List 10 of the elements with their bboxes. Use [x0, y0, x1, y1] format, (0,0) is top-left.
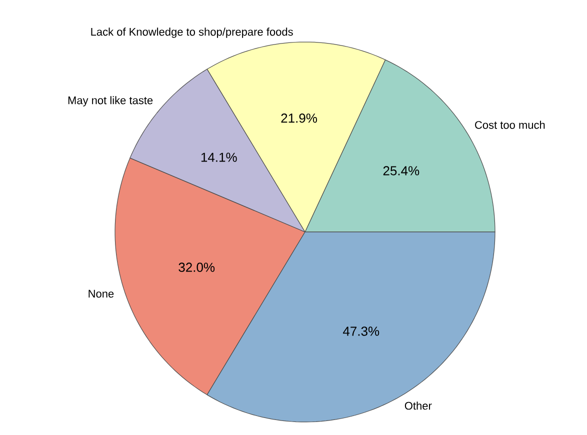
data-label: 14.1%	[201, 152, 237, 162]
slice-label: Other	[404, 402, 432, 410]
data-label: 47.3%	[342, 326, 380, 336]
data-label: 25.4%	[383, 166, 420, 176]
slice-label: Lack of Knowledge to shop/prepare foods	[91, 28, 293, 38]
data-label: 21.9%	[281, 114, 317, 123]
slice-label: None	[88, 290, 114, 298]
slice-label: Cost too much	[475, 120, 545, 129]
data-label: 32.0%	[178, 262, 215, 272]
slice-label: May not like taste	[68, 96, 153, 106]
